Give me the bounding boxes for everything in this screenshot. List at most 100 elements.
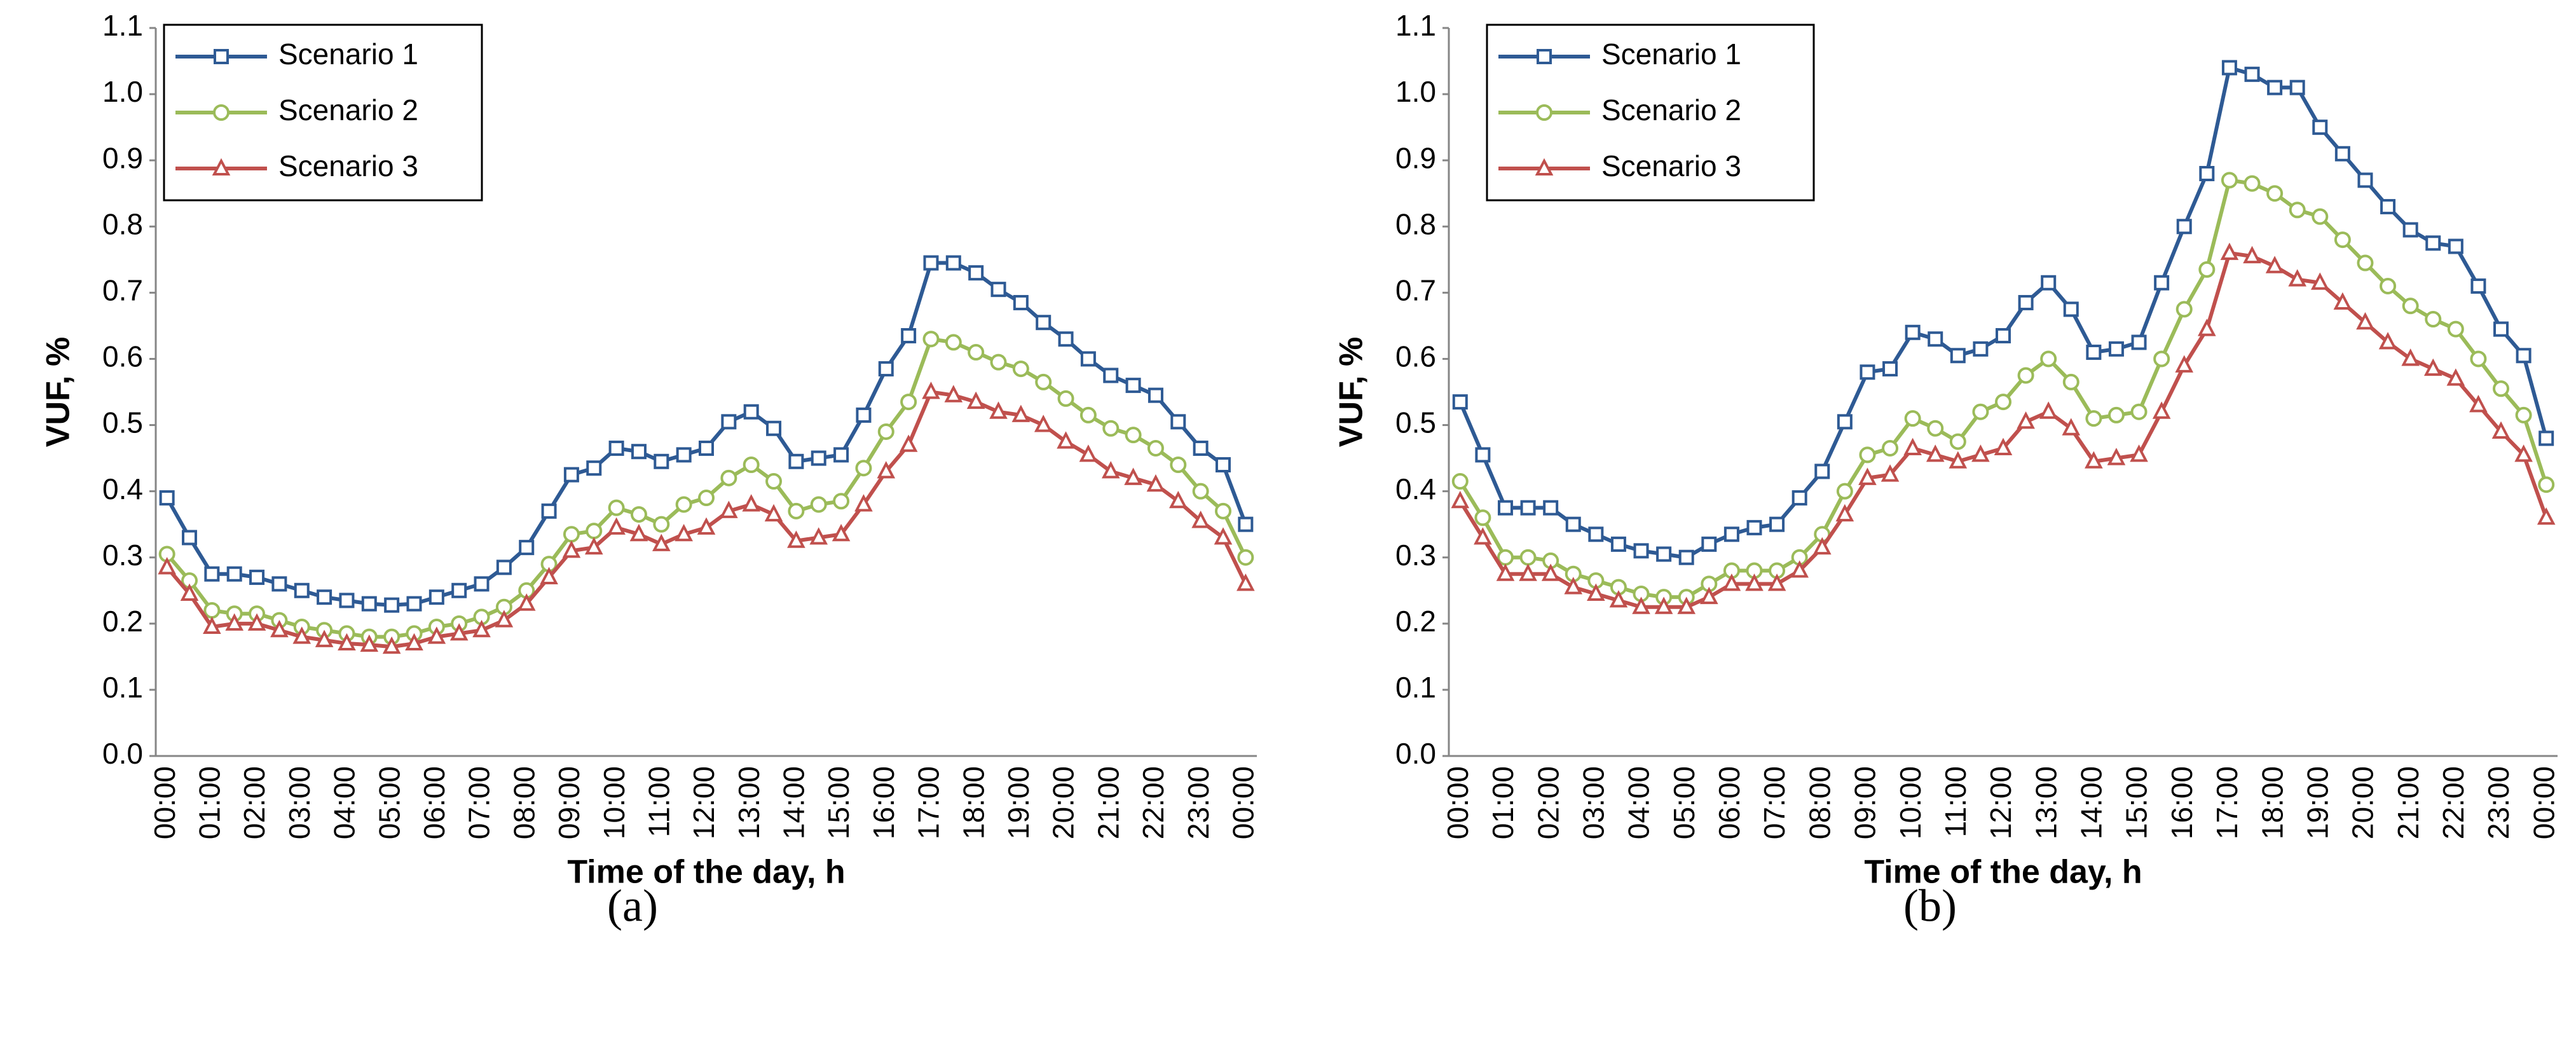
marker [2356,312,2374,330]
marker [2537,507,2556,525]
marker [1949,451,1968,469]
marker [854,494,873,512]
marker [2221,60,2237,76]
marker [2288,269,2306,287]
marker [1971,444,1990,462]
marker [788,502,805,519]
marker [270,619,289,638]
x-tick-label: 01:00 [193,766,226,839]
marker [338,633,356,651]
x-tick-label: 20:00 [2346,766,2380,839]
marker [629,523,648,542]
marker [900,394,917,411]
marker [2289,202,2306,219]
marker [1905,324,1921,340]
marker [1519,563,1537,581]
marker [182,530,198,546]
marker [652,533,671,551]
marker [742,494,760,512]
marker [966,391,985,409]
x-tick-label: 22:00 [1137,766,1170,839]
marker [2446,368,2465,386]
marker [1792,490,1807,506]
marker [766,420,782,436]
marker [1767,574,1786,591]
marker [1837,414,1853,430]
marker [743,457,760,473]
marker [203,616,221,635]
x-tick-label: 02:00 [238,766,271,839]
marker [203,602,221,619]
marker [631,444,647,460]
marker [2244,175,2261,192]
marker [2175,301,2193,318]
marker [406,596,422,612]
marker [608,499,625,516]
marker [1474,527,1492,545]
marker [2425,311,2442,327]
marker [856,407,872,423]
x-tick-label: 19:00 [2301,766,2334,839]
y-tick-label: 0.8 [1395,207,1436,240]
marker [2063,301,2079,317]
marker [607,517,626,535]
marker [1192,483,1209,500]
marker [249,569,265,585]
marker [1565,516,1581,532]
legend-marker [1536,104,1552,121]
marker [2516,348,2531,364]
marker [496,560,512,575]
marker [2198,261,2216,278]
marker [1013,294,1029,310]
marker [1812,537,1832,555]
marker [1881,464,1900,482]
marker [833,493,850,510]
x-tick-label: 18:00 [2256,766,2289,839]
marker [2220,242,2239,260]
marker [1677,596,1696,614]
marker [1814,464,1830,479]
x-tick-label: 21:00 [1092,766,1125,839]
marker [1214,527,1233,545]
x-tick-label: 19:00 [1002,766,1035,839]
marker [2198,319,2216,336]
marker [2401,348,2420,366]
marker [1543,500,1559,516]
marker [382,636,401,654]
marker [2062,373,2079,390]
marker [1700,586,1718,605]
y-tick-label: 0.8 [102,207,143,240]
marker [2538,476,2555,493]
y-tick-label: 0.6 [1395,340,1436,373]
x-tick-label: 17:00 [2210,766,2244,839]
marker [1057,390,1074,407]
marker [1723,526,1739,542]
marker [405,633,423,651]
marker [1927,420,1944,437]
x-axis-title: Time of the day, h [567,854,845,891]
marker [721,414,737,430]
x-tick-label: 08:00 [507,766,540,839]
marker [2062,418,2081,436]
marker [541,503,557,519]
marker [2514,444,2533,462]
legend-marker [212,158,231,175]
marker [1859,446,1876,464]
marker [1170,457,1187,473]
marker [1125,378,1141,394]
x-tick-label: 04:00 [328,766,361,839]
marker [1882,361,1898,377]
x-tick-label: 04:00 [1622,766,1655,839]
marker [1474,509,1491,526]
x-tick-label: 09:00 [1849,766,1882,839]
legend: Scenario 1 Scenario 2 Scenario 3 [1486,24,1815,202]
legend-label: Scenario 2 [278,93,418,127]
marker [630,506,647,523]
marker [2380,199,2396,215]
marker [899,434,918,452]
x-tick-label: 13:00 [2029,766,2062,839]
marker [226,566,242,582]
marker [294,582,310,598]
x-tick-label: 00:00 [1226,766,1259,839]
marker [2040,350,2057,368]
